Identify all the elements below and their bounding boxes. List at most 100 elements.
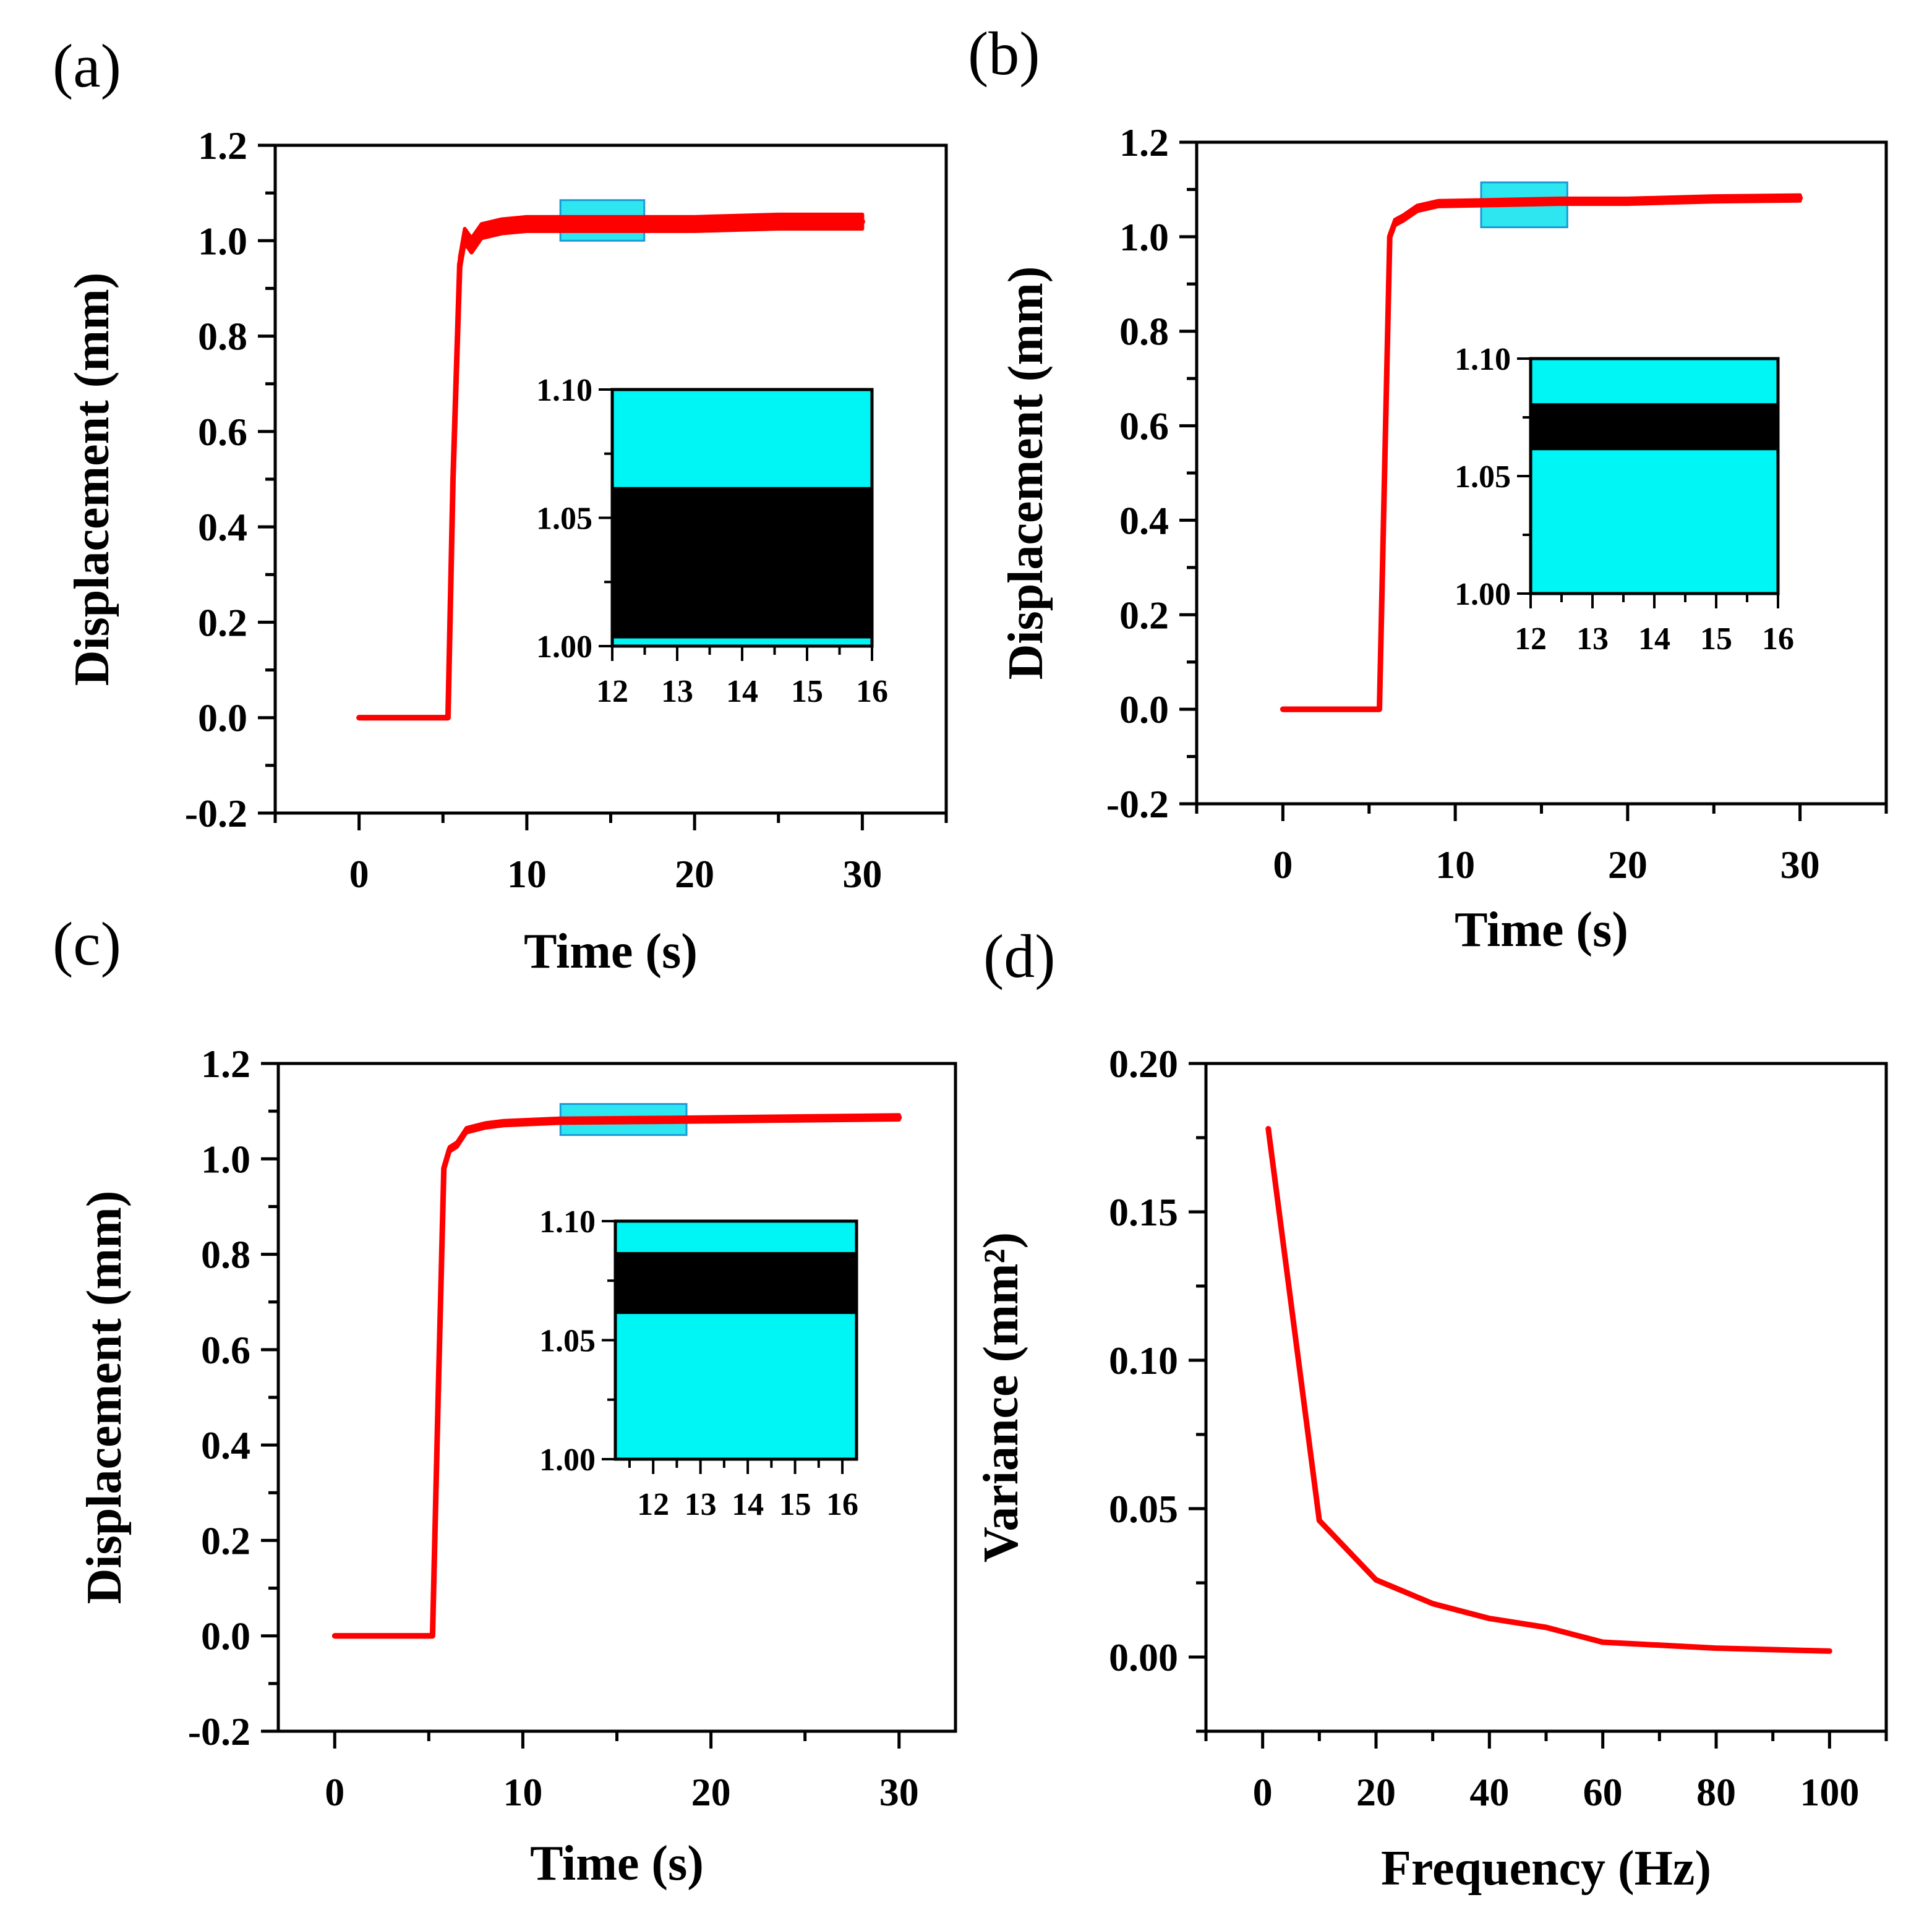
y-tick-label-0p15: 0.15 (1109, 1190, 1178, 1234)
data-point (445, 715, 451, 720)
data-point (1430, 1601, 1435, 1606)
x-tick-label-0: 0 (1273, 843, 1293, 887)
inset-x-tick-label-14: 14 (1638, 621, 1670, 657)
panel-a-chart: (a) -0.2 0.0 0.2 0.4 0.6 0.8 1.0 1.2 0 10 20 30 Time … (53, 32, 948, 979)
inset-x-tick-label-12: 12 (637, 1487, 669, 1522)
data-point (1797, 195, 1803, 201)
y-tick-label-0p1: 0.10 (1109, 1339, 1178, 1383)
data-point (1392, 219, 1398, 225)
x-tick-label-80: 80 (1696, 1770, 1736, 1814)
inset-y-tick-label-1p1: 1.10 (536, 373, 592, 408)
inset-chart: 1.00 1.05 1.10 12 13 14 15 16 (536, 373, 888, 709)
inset-x-tick-label-16: 16 (856, 674, 888, 709)
x-tick-label-30: 30 (842, 852, 882, 896)
y-axis-label: Displacement (mm) (77, 1191, 132, 1604)
x-tick-label-40: 40 (1469, 1770, 1509, 1814)
data-point (356, 715, 362, 720)
x-tick-label-10: 10 (507, 852, 547, 896)
data-point (860, 219, 865, 224)
y-tick-label-1p2: 1.2 (198, 124, 247, 168)
x-axis-label: Time (s) (1455, 903, 1628, 957)
y-tick-label-0p4: 0.4 (201, 1423, 250, 1467)
panel-label: (a) (53, 32, 121, 100)
inset-x-tick-label-12: 12 (596, 674, 628, 709)
y-tick-label-0: 0.0 (198, 696, 247, 740)
data-point (469, 243, 474, 248)
x-axis-label: Frequency (Hz) (1381, 1841, 1711, 1896)
data-point (499, 224, 505, 229)
inset-x-tick-label-12: 12 (1515, 621, 1547, 657)
y-tick-label-0p2: 0.2 (1119, 593, 1169, 637)
data-point (1714, 1645, 1719, 1651)
panel-label: (d) (983, 922, 1056, 991)
inset-x-tick-label-16: 16 (826, 1487, 858, 1522)
y-tick-label-1: 1.0 (198, 219, 247, 263)
y-tick-label-1: 1.0 (201, 1137, 250, 1181)
data-point (1625, 198, 1630, 204)
data-point (1414, 206, 1420, 211)
y-tick-label-0p6: 0.6 (198, 410, 247, 454)
inset-y-tick-label-1: 1.00 (536, 629, 592, 665)
data-point (692, 221, 698, 227)
x-tick-label-20: 20 (675, 852, 714, 896)
inset-y-tick-label-1p1: 1.10 (1455, 342, 1511, 377)
inset-y-tick-label-1: 1.00 (539, 1442, 596, 1478)
data-point (608, 221, 613, 227)
y-tick-label-0p8: 0.8 (198, 315, 247, 359)
inset-y-tick-label-1p05: 1.05 (1455, 459, 1511, 495)
data-point (802, 1115, 808, 1121)
data-point (1556, 198, 1562, 204)
data-point (441, 1165, 447, 1171)
inset-x-tick-label-15: 15 (1700, 621, 1732, 657)
x-tick-label-30: 30 (879, 1770, 919, 1814)
x-tick-label-0: 0 (1253, 1770, 1273, 1814)
data-point (447, 1146, 452, 1152)
data-point (1317, 1518, 1322, 1523)
y-tick-label-0: 0.00 (1109, 1635, 1178, 1679)
x-axis-label: Time (s) (524, 924, 698, 979)
x-tick-label-10: 10 (503, 1770, 542, 1814)
data-point (1827, 1648, 1832, 1654)
data-point (1265, 1126, 1271, 1131)
y-tick-label-1p2: 1.2 (201, 1042, 250, 1086)
y-tick-label-0p2: 0.20 (1109, 1042, 1178, 1086)
inset-x-tick-label-13: 13 (661, 674, 693, 709)
data-point (558, 1118, 563, 1123)
data-point (1544, 1625, 1549, 1630)
series-variance-line (1265, 1126, 1832, 1654)
data-point (435, 1395, 441, 1400)
data-point (776, 219, 781, 224)
data-point (1280, 707, 1286, 712)
inset-chart: 1.00 1.05 1.10 12 13 14 15 16 (539, 1204, 858, 1522)
y-tick-label-0p2: 0.2 (201, 1519, 250, 1562)
y-tick-label-0: 0.0 (201, 1614, 250, 1658)
data-point (462, 233, 468, 239)
inset-x-tick-label-15: 15 (791, 674, 823, 709)
panel-label: (b) (968, 19, 1040, 88)
x-tick-label-20: 20 (1356, 1770, 1396, 1814)
x-tick-label-0: 0 (349, 852, 369, 896)
y-tick-label-0p8: 0.8 (1119, 310, 1169, 354)
inset-x-tick-label-14: 14 (732, 1487, 764, 1522)
inset-noise-band (615, 1252, 857, 1315)
inset-x-tick-label-13: 13 (685, 1487, 717, 1522)
data-point (670, 1117, 676, 1123)
data-point (1770, 1647, 1776, 1652)
data-point (457, 262, 463, 267)
y-tick-label-m0p2: -0.2 (188, 1710, 250, 1753)
data-point (464, 1128, 469, 1133)
data-point (1711, 196, 1717, 202)
data-point (896, 1115, 902, 1120)
data-point (430, 1633, 435, 1638)
y-tick-label-m0p2: -0.2 (185, 791, 247, 835)
y-tick-label-0: 0.0 (1119, 688, 1169, 731)
inset-y-tick-label-1p05: 1.05 (539, 1324, 596, 1359)
x-tick-label-20: 20 (1608, 843, 1648, 887)
y-tick-label-0p05: 0.05 (1109, 1487, 1178, 1531)
x-axis-label: Time (s) (530, 1836, 704, 1891)
inset-x-tick-label-15: 15 (779, 1487, 811, 1522)
y-axis-label: Variance (mm²) (974, 1232, 1028, 1562)
y-tick-label-m0p2: -0.2 (1106, 782, 1169, 826)
data-point (1401, 215, 1406, 221)
